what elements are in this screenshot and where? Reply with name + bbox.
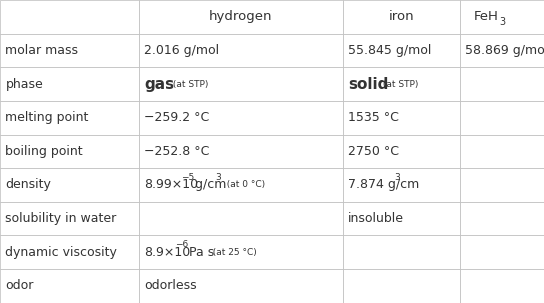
Bar: [343, 269, 460, 303]
Text: odorless: odorless: [144, 279, 197, 292]
Bar: [139, 34, 343, 67]
Text: density: density: [5, 178, 51, 191]
Bar: [0, 101, 139, 135]
Text: phase: phase: [5, 78, 43, 91]
Bar: [0, 135, 139, 168]
Text: iron: iron: [388, 10, 414, 23]
Bar: [343, 101, 460, 135]
Bar: [460, 168, 544, 202]
Text: gas: gas: [144, 77, 174, 92]
Text: (at STP): (at STP): [170, 80, 209, 88]
Text: molar mass: molar mass: [5, 44, 78, 57]
Bar: [139, 168, 343, 202]
Bar: [460, 269, 544, 303]
Bar: [460, 34, 544, 67]
Text: solubility in water: solubility in water: [5, 212, 117, 225]
Bar: [460, 235, 544, 269]
Text: Pa s: Pa s: [185, 246, 214, 259]
Bar: [343, 168, 460, 202]
Text: (at STP): (at STP): [380, 80, 418, 88]
Text: 58.869 g/mol: 58.869 g/mol: [465, 44, 544, 57]
Text: 2750 °C: 2750 °C: [348, 145, 399, 158]
Bar: [0, 168, 139, 202]
Text: −5: −5: [181, 173, 194, 182]
Text: 1535 °C: 1535 °C: [348, 111, 399, 124]
Text: (at 25 °C): (at 25 °C): [207, 248, 256, 257]
Bar: [460, 67, 544, 101]
Text: insoluble: insoluble: [348, 212, 404, 225]
Bar: [139, 202, 343, 235]
Text: melting point: melting point: [5, 111, 89, 124]
Text: FeH: FeH: [474, 10, 499, 23]
Bar: [343, 135, 460, 168]
Text: 8.9×10: 8.9×10: [144, 246, 190, 259]
Bar: [343, 67, 460, 101]
Bar: [139, 67, 343, 101]
Text: odor: odor: [5, 279, 34, 292]
Bar: [0, 235, 139, 269]
Text: 7.874 g/cm: 7.874 g/cm: [348, 178, 419, 191]
Text: boiling point: boiling point: [5, 145, 83, 158]
Text: g/cm: g/cm: [191, 178, 226, 191]
Bar: [139, 135, 343, 168]
Bar: [460, 101, 544, 135]
Text: 55.845 g/mol: 55.845 g/mol: [348, 44, 431, 57]
Text: dynamic viscosity: dynamic viscosity: [5, 246, 118, 259]
Bar: [139, 0, 343, 34]
Text: −252.8 °C: −252.8 °C: [144, 145, 209, 158]
Text: hydrogen: hydrogen: [209, 10, 273, 23]
Bar: [460, 202, 544, 235]
Text: −6: −6: [175, 240, 188, 249]
Text: 2.016 g/mol: 2.016 g/mol: [144, 44, 219, 57]
Bar: [343, 202, 460, 235]
Text: −259.2 °C: −259.2 °C: [144, 111, 209, 124]
Text: 3: 3: [394, 173, 400, 182]
Text: (at 0 °C): (at 0 °C): [221, 181, 265, 189]
Bar: [139, 101, 343, 135]
Text: 3: 3: [215, 173, 221, 182]
Bar: [139, 269, 343, 303]
Bar: [0, 202, 139, 235]
Bar: [343, 34, 460, 67]
Bar: [460, 135, 544, 168]
Text: 8.99×10: 8.99×10: [144, 178, 198, 191]
Bar: [460, 0, 544, 34]
Bar: [139, 235, 343, 269]
Bar: [343, 235, 460, 269]
Text: 3: 3: [499, 17, 505, 27]
Bar: [0, 269, 139, 303]
Text: solid: solid: [348, 77, 388, 92]
Bar: [0, 34, 139, 67]
Bar: [0, 67, 139, 101]
Bar: [343, 0, 460, 34]
Bar: [0, 0, 139, 34]
